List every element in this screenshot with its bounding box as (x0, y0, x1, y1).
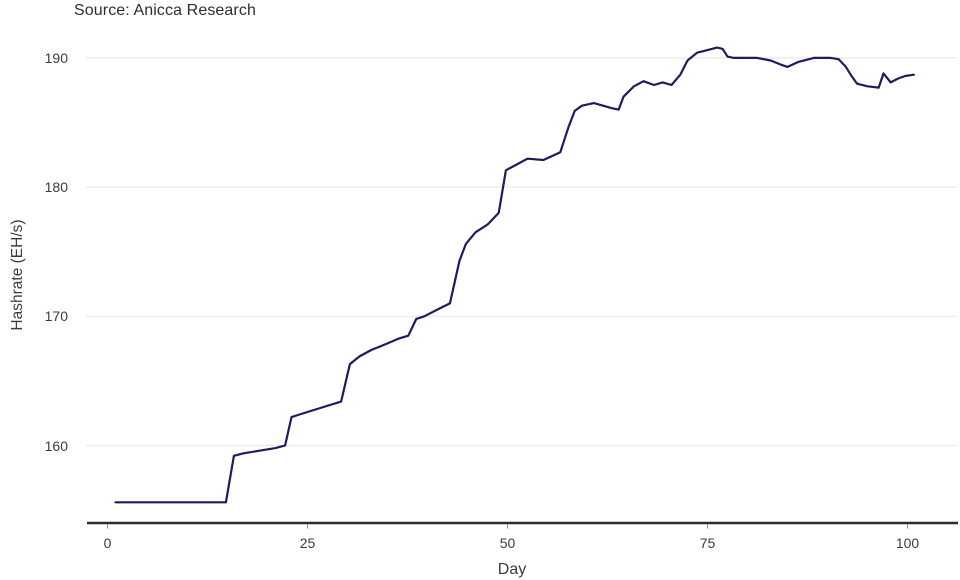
source-label: Source: Anicca Research (74, 2, 256, 19)
hashrate-series-line (114, 46, 916, 504)
y-tick-label: 180 (44, 179, 68, 196)
y-tick-label: 190 (44, 49, 68, 66)
hashrate-line (114, 46, 916, 504)
y-axis-title: Hashrate (EH/s) (9, 219, 26, 331)
x-tick-label: 75 (699, 535, 716, 551)
x-axis-title: Day (497, 561, 527, 578)
x-tick-label: 0 (103, 535, 112, 551)
x-tick-label: 50 (499, 535, 516, 551)
gridlines (86, 57, 957, 447)
y-tick-label: 170 (44, 308, 68, 325)
x-tick-label: 25 (299, 535, 316, 551)
x-tick-label: 100 (895, 535, 920, 551)
x-axis-line (87, 521, 958, 529)
y-tick-label: 160 (44, 437, 68, 454)
